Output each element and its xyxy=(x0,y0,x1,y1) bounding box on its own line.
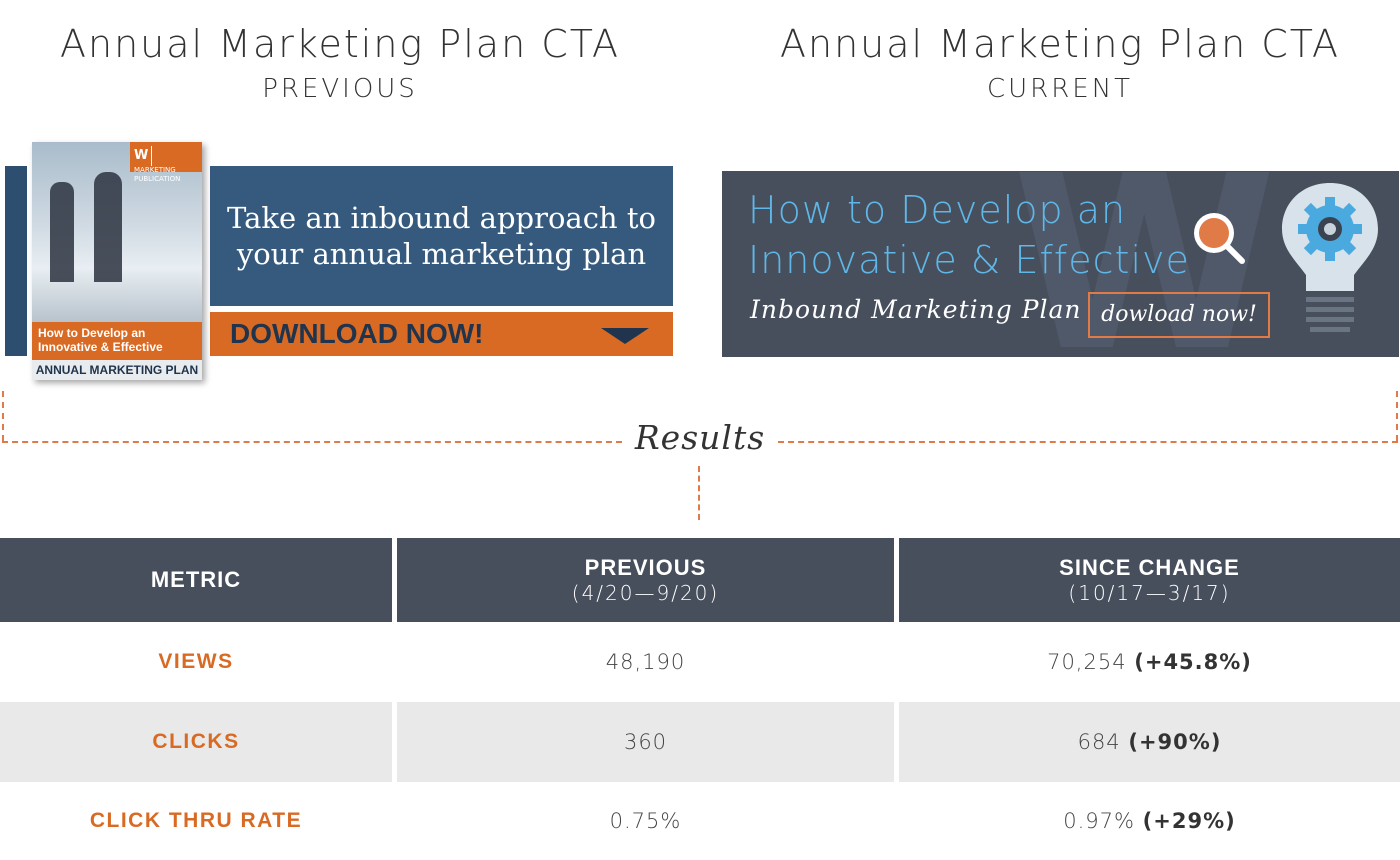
badge-text: MARKETING PUBLICATION xyxy=(134,166,181,183)
previous-cta-banner[interactable]: Take an inbound approach to your annual … xyxy=(5,138,673,386)
headline-line-2: Innovative & Effective xyxy=(748,238,1190,282)
metric-cell: CLICK THRU RATE xyxy=(0,782,392,860)
current-subtitle: CURRENT xyxy=(986,74,1134,104)
results-table: METRIC PREVIOUS (4/20—9/20) SINCE CHANGE… xyxy=(0,538,1400,860)
current-title: Annual Marketing Plan CTA xyxy=(779,22,1341,66)
previous-cell: 0.75% xyxy=(397,782,894,860)
divider-right-vertical xyxy=(1396,391,1398,441)
divider-left-horizontal xyxy=(2,441,622,443)
metric-name: CLICKS xyxy=(152,730,240,753)
metric-cell: CLICKS xyxy=(0,702,392,782)
change-value: (+29%) xyxy=(1142,809,1236,833)
cover-title: How to Develop an Innovative & Effective xyxy=(32,322,202,360)
metric-name: VIEWS xyxy=(158,650,234,673)
current-cta-banner[interactable]: W How to Develop an Innovative & Effecti… xyxy=(722,171,1399,357)
table-row: VIEWS 48,190 70,254 (+45.8%) xyxy=(0,622,1400,702)
metric-name: CLICK THRU RATE xyxy=(89,809,303,832)
triangle-down-icon xyxy=(601,328,649,344)
current-cell: 684 (+90%) xyxy=(899,702,1400,782)
current-heading: Annual Marketing Plan CTA CURRENT xyxy=(720,22,1400,104)
header-since-change-dates: (10/17—3/17) xyxy=(1068,581,1231,605)
previous-cta-headline: Take an inbound approach to your annual … xyxy=(210,166,673,306)
header-previous: PREVIOUS (4/20—9/20) xyxy=(397,538,894,622)
previous-value: 48,190 xyxy=(605,650,686,674)
previous-title: Annual Marketing Plan CTA xyxy=(59,22,621,66)
header-previous-label: PREVIOUS xyxy=(584,555,707,580)
current-value: 684 xyxy=(1077,730,1121,754)
publication-badge: W MARKETING PUBLICATION xyxy=(130,142,202,183)
divider-right-horizontal xyxy=(778,441,1398,443)
previous-subtitle: PREVIOUS xyxy=(262,74,418,104)
current-download-button[interactable]: dowload now! xyxy=(1088,292,1270,338)
logo-w: W xyxy=(134,146,153,166)
previous-cell: 360 xyxy=(397,702,894,782)
silhouette-icon xyxy=(94,172,122,282)
header-metric-label: METRIC xyxy=(150,567,242,592)
current-cta-headline: How to Develop an Innovative & Effective xyxy=(748,185,1190,285)
header-metric: METRIC xyxy=(0,538,392,622)
previous-download-label: DOWNLOAD NOW! xyxy=(230,318,484,349)
change-value: (+90%) xyxy=(1128,730,1222,754)
lightbulb-gear-icon xyxy=(1282,183,1378,332)
header-since-change: SINCE CHANGE (10/17—3/17) xyxy=(899,538,1400,622)
table-row: CLICKS 360 684 (+90%) xyxy=(0,702,1400,782)
current-value-group: 70,254 (+45.8%) xyxy=(1047,650,1252,674)
current-value: 70,254 xyxy=(1047,650,1127,674)
header-previous-dates: (4/20—9/20) xyxy=(571,581,720,605)
ebook-cover: W MARKETING PUBLICATION How to Develop a… xyxy=(32,142,202,380)
previous-value: 0.75% xyxy=(609,809,682,833)
magnifier-icon xyxy=(1194,213,1245,264)
current-cta-subheadline: Inbound Marketing Plan xyxy=(750,295,1082,324)
silhouette-icon xyxy=(50,182,74,282)
current-value-group: 0.97% (+29%) xyxy=(1063,809,1235,833)
metric-cell: VIEWS xyxy=(0,622,392,702)
current-cell: 0.97% (+29%) xyxy=(899,782,1400,860)
current-cell: 70,254 (+45.8%) xyxy=(899,622,1400,702)
current-value: 0.97% xyxy=(1063,809,1135,833)
headline-line-1: How to Develop an xyxy=(748,188,1127,232)
header-since-change-label: SINCE CHANGE xyxy=(1059,555,1240,580)
divider-center-vertical xyxy=(698,466,700,520)
watermark-logo: W xyxy=(1012,171,1277,357)
current-value-group: 684 (+90%) xyxy=(1078,730,1222,754)
banner-side-strip xyxy=(5,166,27,356)
change-value: (+45.8%) xyxy=(1134,650,1252,674)
divider-left-vertical xyxy=(2,391,4,441)
previous-cell: 48,190 xyxy=(397,622,894,702)
table-header-row: METRIC PREVIOUS (4/20—9/20) SINCE CHANGE… xyxy=(0,538,1400,622)
table-row: CLICK THRU RATE 0.75% 0.97% (+29%) xyxy=(0,782,1400,860)
previous-download-button[interactable]: DOWNLOAD NOW! xyxy=(210,312,673,356)
results-label: Results xyxy=(634,418,766,457)
cover-footer: ANNUAL MARKETING PLAN xyxy=(32,360,202,380)
previous-heading: Annual Marketing Plan CTA PREVIOUS xyxy=(0,22,680,104)
previous-value: 360 xyxy=(623,730,668,754)
